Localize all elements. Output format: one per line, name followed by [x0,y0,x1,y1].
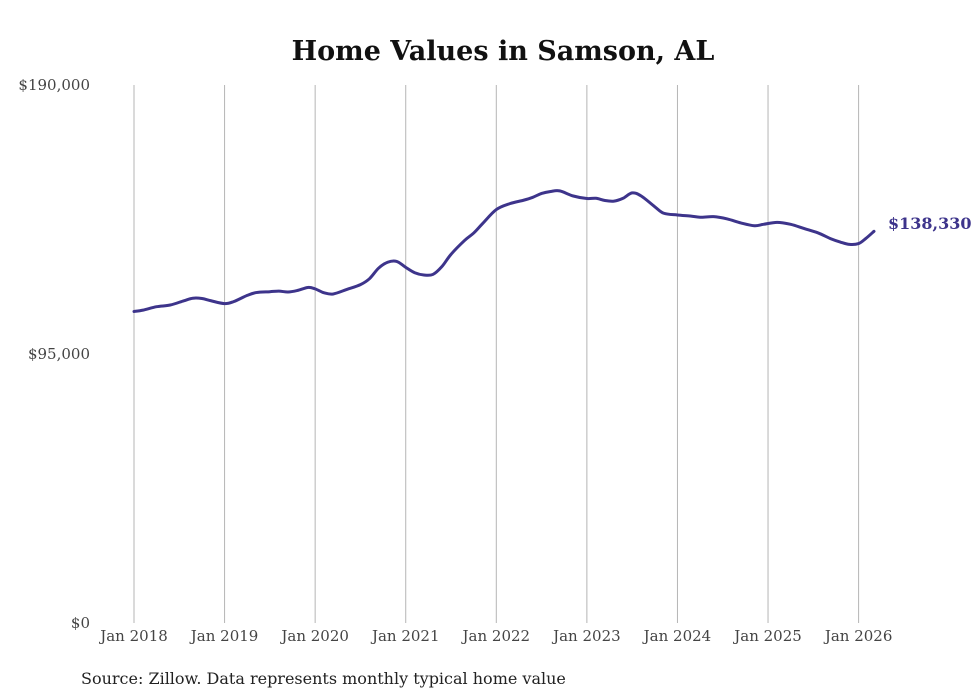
x-tick-label: Jan 2022 [461,627,531,645]
y-tick-label: $190,000 [18,76,90,94]
x-tick-label: Jan 2025 [732,627,802,645]
end-value-label: $138,330 [888,214,972,233]
x-tick-label: Jan 2018 [98,627,168,645]
x-tick-label: Jan 2023 [551,627,621,645]
gridlines [133,85,860,623]
x-tick-label: Jan 2019 [189,627,259,645]
x-tick-label: Jan 2021 [370,627,440,645]
y-tick-label: $0 [71,614,90,632]
x-tick-label: Jan 2024 [642,627,712,645]
source-note: Source: Zillow. Data represents monthly … [81,669,566,688]
chart-title: Home Values in Samson, AL [292,36,715,67]
x-axis-tick-labels: Jan 2018 Jan 2019 Jan 2020 Jan 2021 Jan 2022… [98,627,892,645]
x-tick-label: Jan 2026 [823,627,893,645]
home-value-line [132,189,876,314]
x-tick-label: Jan 2020 [279,627,349,645]
y-tick-label: $95,000 [28,345,90,363]
y-axis-tick-labels: $0 $95,000 $190,000 [18,76,90,632]
